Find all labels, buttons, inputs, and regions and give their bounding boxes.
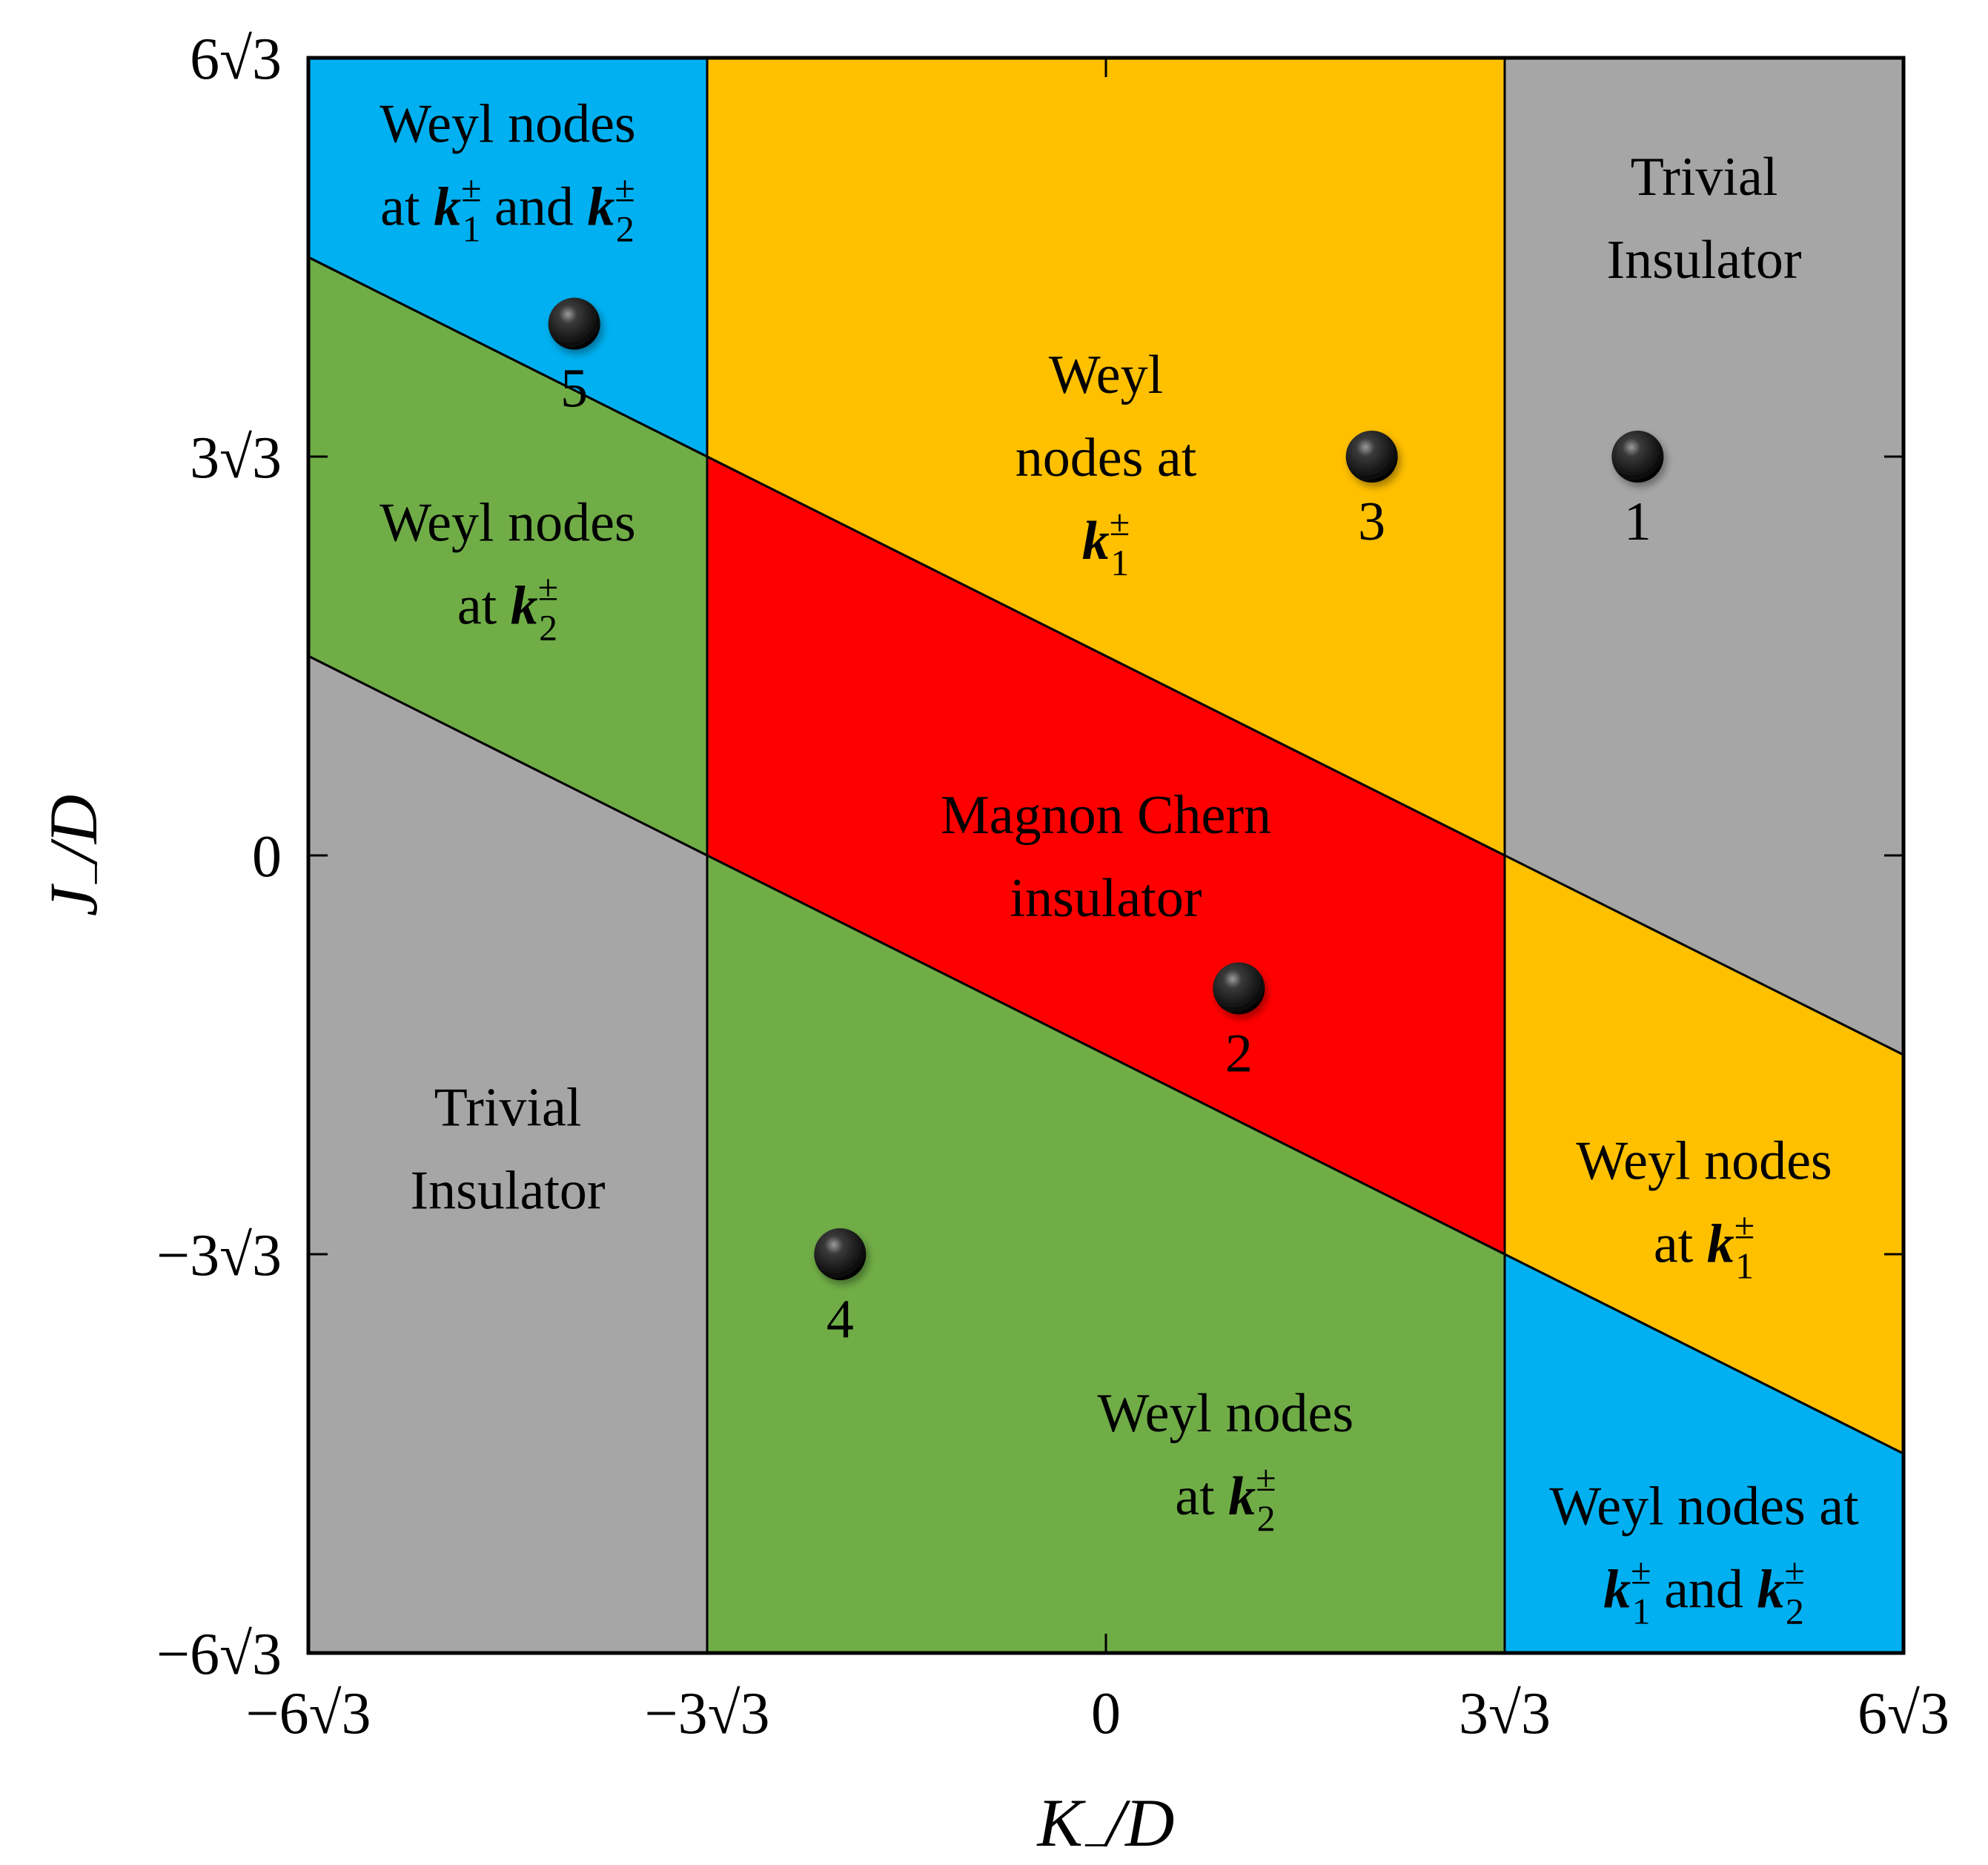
region-chern xyxy=(707,457,1505,1254)
x-tick-label: 0 xyxy=(1091,1681,1121,1746)
axis-ticks xyxy=(307,56,1905,1654)
point-label-3: 3 xyxy=(1358,491,1385,552)
point-marker-5 xyxy=(548,297,600,350)
region-weyl-k1k2-top-left xyxy=(308,58,707,457)
region-weyl-k1k2-bottom-right xyxy=(1505,1254,1903,1653)
y-tick-labels: −6√3 −3√3 0 3√3 6√3 xyxy=(156,27,282,1687)
y-tick-label: 6√3 xyxy=(190,27,282,92)
x-tick-label: 3√3 xyxy=(1459,1681,1551,1746)
x-tick-label: 6√3 xyxy=(1858,1681,1949,1746)
y-tick-label: 3√3 xyxy=(190,425,282,491)
point-label-2: 2 xyxy=(1225,1023,1253,1084)
marked-points: 1 2 3 4 5 xyxy=(548,297,1664,1350)
region-weyl-k1-top xyxy=(707,58,1505,855)
x-tick-label: −6√3 xyxy=(245,1681,371,1746)
point-1: 1 xyxy=(1611,431,1664,552)
y-tick-label: −3√3 xyxy=(156,1223,282,1288)
point-2: 2 xyxy=(1213,962,1265,1084)
point-label-4: 4 xyxy=(826,1289,854,1350)
point-marker-1 xyxy=(1611,431,1664,483)
y-axis-title: J−/D xyxy=(36,795,119,916)
point-5: 5 xyxy=(548,297,600,420)
region-label-trivial-right: Trivial Insulator xyxy=(1606,147,1801,291)
point-3: 3 xyxy=(1345,431,1398,552)
region-label-weyl-k1k2-bottom-right: Weyl nodes atk±1​ and k±2​ xyxy=(1549,1477,1859,1632)
point-label-1: 1 xyxy=(1624,491,1651,552)
point-marker-4 xyxy=(814,1228,867,1280)
point-marker-3 xyxy=(1345,431,1398,483)
region-label-trivial-left: Trivial Insulator xyxy=(410,1078,605,1222)
region-trivial-right xyxy=(1505,58,1903,1055)
y-tick-label: 0 xyxy=(252,824,282,890)
x-tick-label: −3√3 xyxy=(644,1681,769,1746)
x-tick-labels: −6√3 −3√3 0 3√3 6√3 xyxy=(245,1681,1949,1746)
point-marker-2 xyxy=(1213,962,1265,1015)
point-4: 4 xyxy=(814,1228,867,1350)
point-label-5: 5 xyxy=(560,359,588,420)
y-tick-label: −6√3 xyxy=(156,1622,282,1687)
region-label-chern: Magnon Chern insulator xyxy=(941,785,1271,929)
x-axis-title: K−/D xyxy=(1036,1785,1175,1865)
region-weyl-k2-bottom xyxy=(707,855,1505,1653)
region-trivial-left xyxy=(308,656,707,1653)
